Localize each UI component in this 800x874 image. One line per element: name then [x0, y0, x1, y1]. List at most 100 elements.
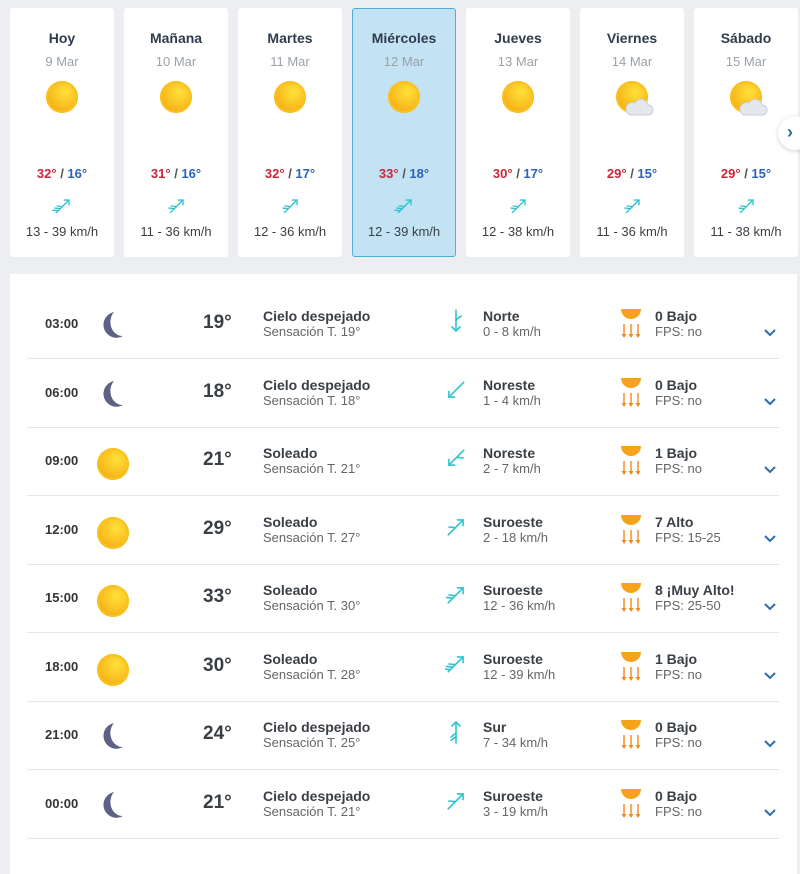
hour-time: 00:00 — [45, 795, 79, 811]
min-temp: 16° — [181, 166, 202, 181]
wind-speed: 2 - 18 km/h — [483, 529, 549, 545]
day-name: Hoy — [48, 30, 76, 46]
max-temp: 32° — [264, 166, 285, 181]
wind-direction: Norte — [483, 308, 520, 324]
day-card[interactable]: Sábado 15 Mar 29° / 15° 11 - 38 km/h — [694, 8, 798, 257]
hour-row[interactable]: 18:00 30° Soleado Sensación T. 28° Suroe… — [27, 634, 779, 702]
hour-time: 18:00 — [45, 658, 79, 674]
chevron-down-icon[interactable] — [763, 462, 777, 474]
hour-row[interactable]: 09:00 21° Soleado Sensación T. 21° Nores… — [27, 428, 779, 496]
chevron-down-icon[interactable] — [763, 736, 777, 748]
day-card[interactable]: Jueves 13 Mar 30° / 17° 12 - 38 km/h — [466, 8, 570, 257]
feels-like: Sensación T. 18° — [263, 392, 361, 408]
uv-index-icon — [619, 649, 643, 683]
hour-row[interactable]: 15:00 33° Soleado Sensación T. 30° Suroe… — [27, 565, 779, 633]
day-card[interactable]: Hoy 9 Mar 32° / 16° 13 - 39 km/h — [10, 8, 114, 257]
hour-temp: 33° — [203, 586, 232, 607]
next-days-button[interactable]: › — [778, 116, 800, 150]
wind-direction-icon — [508, 195, 530, 217]
day-temps: 30° / 17° — [492, 166, 544, 181]
hour-temp: 18° — [203, 380, 232, 402]
chevron-down-icon[interactable] — [763, 599, 777, 611]
day-card[interactable]: Mañana 10 Mar 31° / 16° 11 - 36 km/h — [124, 8, 228, 257]
chevron-down-icon[interactable] — [763, 325, 777, 337]
wind-direction: Suroeste — [483, 787, 543, 804]
uv-index-icon — [619, 786, 643, 820]
wind-direction: Suroeste — [483, 513, 543, 530]
fps-recommendation: FPS: no — [655, 735, 702, 750]
max-temp: 29° — [606, 166, 627, 181]
wind-speed: 11 - 36 km/h — [140, 224, 212, 239]
chevron-down-icon[interactable] — [763, 805, 777, 816]
chevron-down-icon[interactable] — [763, 394, 777, 405]
wind-speed: 0 - 8 km/h — [483, 324, 541, 339]
hour-time: 03:00 — [45, 316, 79, 331]
feels-like: Sensación T. 25° — [263, 735, 361, 750]
max-temp: 30° — [492, 166, 513, 181]
sun-icon — [95, 515, 129, 549]
fps-recommendation: FPS: no — [655, 803, 702, 819]
feels-like: Sensación T. 19° — [263, 324, 361, 339]
hour-time: 12:00 — [45, 521, 79, 537]
day-card[interactable]: Miércoles 12 Mar 33° / 18° 12 - 39 km/h — [352, 8, 456, 257]
sun-icon — [95, 446, 129, 480]
hour-temp: 21° — [203, 791, 232, 813]
wind-speed: 3 - 19 km/h — [483, 803, 549, 819]
wind-speed: 12 - 36 km/h — [253, 224, 327, 239]
wind-direction-icon — [445, 514, 467, 540]
uv-index-icon — [619, 306, 643, 340]
max-temp: 33° — [378, 166, 399, 181]
wind-speed: 13 - 39 km/h — [25, 224, 99, 239]
fps-recommendation: FPS: no — [655, 461, 702, 476]
partly-cloudy-icon — [728, 81, 768, 117]
hour-row[interactable]: 00:00 21° Cielo despejado Sensación T. 2… — [27, 771, 779, 839]
uv-index-icon — [619, 443, 643, 477]
wind-direction-icon — [280, 195, 302, 217]
hour-row[interactable]: 12:00 29° Soleado Sensación T. 27° Suroe… — [27, 497, 779, 565]
wind-speed: 12 - 39 km/h — [483, 666, 556, 682]
hour-time: 09:00 — [45, 453, 79, 468]
max-temp: 32° — [36, 166, 57, 181]
hour-time: 06:00 — [45, 384, 79, 400]
wind-direction-icon — [166, 195, 188, 217]
wind-direction-icon — [445, 377, 467, 403]
day-date: 13 Mar — [497, 54, 539, 69]
sun-icon — [272, 81, 308, 117]
day-card[interactable]: Viernes 14 Mar 29° / 15° 11 - 36 km/h — [580, 8, 684, 257]
chevron-down-icon[interactable] — [763, 531, 777, 542]
sun-icon — [386, 81, 422, 117]
moon-icon — [95, 309, 127, 341]
sky-description: Cielo despejado — [263, 376, 371, 393]
max-temp: 31° — [150, 166, 171, 181]
wind-direction-icon — [445, 445, 467, 471]
chevron-down-icon[interactable] — [763, 668, 777, 679]
hour-row[interactable]: 21:00 24° Cielo despejado Sensación T. 2… — [27, 702, 779, 770]
wind-speed: 11 - 38 km/h — [710, 224, 782, 239]
feels-like: Sensación T. 27° — [263, 529, 361, 545]
sun-icon — [95, 652, 129, 686]
moon-icon — [95, 378, 127, 410]
chevron-right-icon: › — [787, 122, 793, 142]
feels-like: Sensación T. 28° — [263, 666, 361, 682]
wind-speed: 12 - 36 km/h — [483, 598, 556, 613]
day-date: 9 Mar — [45, 54, 79, 69]
uv-index-icon — [619, 512, 643, 546]
sun-icon — [158, 81, 194, 117]
day-card[interactable]: Martes 11 Mar 32° / 17° 12 - 36 km/h — [238, 8, 342, 257]
moon-icon — [95, 789, 127, 821]
day-date: 15 Mar — [725, 54, 767, 69]
sky-description: Cielo despejado — [263, 719, 371, 735]
uv-index: 0 Bajo — [655, 376, 698, 393]
wind-direction-icon — [445, 788, 467, 814]
day-date: 14 Mar — [611, 54, 653, 69]
hour-row[interactable]: 03:00 19° Cielo despejado Sensación T. 1… — [27, 291, 779, 359]
uv-index-icon — [619, 375, 643, 409]
hour-temp: 30° — [203, 654, 232, 676]
sky-description: Soleado — [263, 445, 318, 461]
sky-description: Soleado — [263, 582, 318, 598]
hour-row[interactable]: 06:00 18° Cielo despejado Sensación T. 1… — [27, 360, 779, 428]
fps-recommendation: FPS: 25-50 — [655, 598, 721, 613]
hourly-forecast: 03:00 19° Cielo despejado Sensación T. 1… — [10, 274, 797, 874]
fps-recommendation: FPS: no — [655, 324, 702, 339]
daily-forecast: Hoy 9 Mar 32° / 16° 13 - 39 km/h Mañana … — [10, 8, 798, 257]
